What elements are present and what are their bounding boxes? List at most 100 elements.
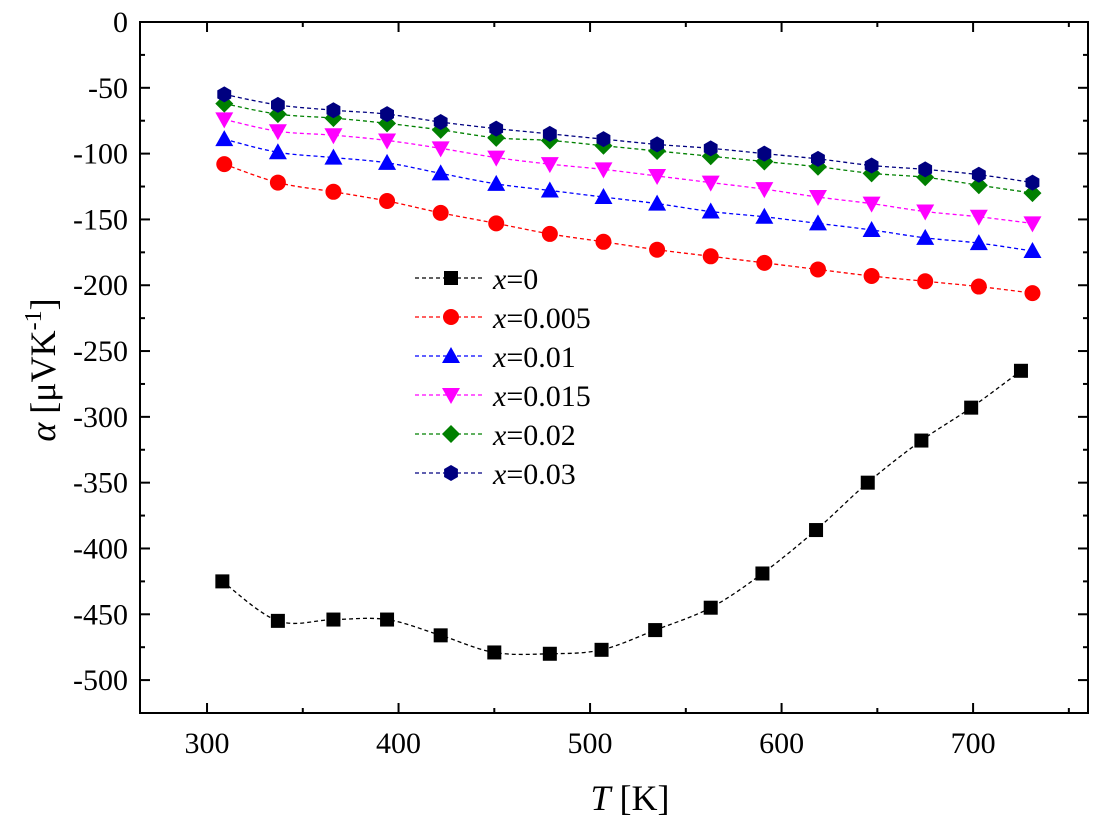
legend-label: x=0.01 bbox=[492, 341, 576, 374]
data-point bbox=[380, 106, 394, 123]
y-axis-unit-close: ] bbox=[23, 298, 63, 310]
legend-label: x=0 bbox=[492, 263, 538, 296]
y-tick-label: -450 bbox=[73, 598, 128, 631]
legend-label-var: x bbox=[492, 341, 507, 374]
legend-label: x=0.02 bbox=[492, 419, 576, 452]
y-tick-label: -350 bbox=[73, 467, 128, 500]
data-point bbox=[703, 140, 718, 157]
x-tick-label: 400 bbox=[376, 727, 421, 760]
data-point bbox=[1023, 184, 1042, 203]
series-line bbox=[224, 118, 1033, 225]
legend-label-val: =0.03 bbox=[506, 458, 575, 491]
data-point bbox=[756, 254, 773, 271]
data-point bbox=[431, 164, 450, 181]
legend-label-var: x bbox=[492, 263, 507, 296]
data-point bbox=[808, 190, 827, 207]
data-point bbox=[268, 124, 287, 141]
data-point bbox=[217, 86, 232, 103]
series-line bbox=[224, 102, 1033, 194]
data-point bbox=[757, 145, 772, 162]
data-point bbox=[916, 204, 935, 221]
x-tick-label: 700 bbox=[951, 727, 996, 760]
data-point bbox=[917, 273, 934, 290]
legend-item: x=0.03 bbox=[415, 458, 576, 491]
data-point bbox=[595, 233, 612, 250]
data-point bbox=[809, 523, 824, 538]
legend-label-var: x bbox=[492, 419, 507, 452]
data-point bbox=[649, 241, 666, 258]
y-tick-label: -150 bbox=[73, 203, 128, 236]
legend-marker bbox=[444, 271, 458, 285]
data-point bbox=[914, 433, 929, 448]
x-axis-symbol: T bbox=[590, 778, 613, 818]
data-point bbox=[969, 176, 988, 195]
data-point bbox=[1025, 174, 1040, 191]
data-point bbox=[215, 574, 230, 589]
x-tick-label: 300 bbox=[185, 727, 230, 760]
series-line bbox=[221, 370, 1022, 656]
series-x=0.005 bbox=[216, 156, 1041, 302]
data-point bbox=[650, 136, 664, 153]
data-point bbox=[489, 120, 504, 137]
legend-marker bbox=[442, 388, 460, 404]
y-tick-label: 0 bbox=[113, 6, 128, 39]
series-x=0.03 bbox=[217, 86, 1040, 191]
y-axis-title: α [μVK-1] bbox=[21, 298, 63, 441]
data-point bbox=[648, 168, 667, 185]
data-point bbox=[862, 196, 881, 213]
series-line bbox=[224, 93, 1033, 184]
data-point bbox=[1024, 285, 1041, 302]
data-point bbox=[971, 166, 986, 183]
legend-marker bbox=[444, 465, 458, 481]
data-point bbox=[808, 214, 827, 231]
data-point bbox=[487, 150, 506, 167]
data-point bbox=[542, 125, 557, 142]
data-point bbox=[271, 96, 285, 113]
data-point bbox=[378, 153, 397, 170]
data-point bbox=[1023, 242, 1042, 259]
legend-label-val: =0.005 bbox=[506, 302, 590, 335]
y-tick-label: -500 bbox=[73, 664, 128, 697]
legend-item: x=0.01 bbox=[415, 341, 576, 374]
data-point bbox=[433, 114, 448, 130]
legend-item: x=0 bbox=[415, 263, 538, 296]
data-point bbox=[540, 157, 559, 174]
data-point bbox=[918, 161, 933, 178]
y-axis-unit: [μVK bbox=[23, 330, 63, 422]
data-point bbox=[863, 268, 880, 285]
series-x=0.01 bbox=[215, 130, 1042, 259]
y-tick-label: -250 bbox=[73, 335, 128, 368]
data-point bbox=[970, 278, 987, 295]
y-tick-label: -100 bbox=[73, 138, 128, 171]
legend-label-val: =0.015 bbox=[506, 380, 590, 413]
legend-label: x=0.03 bbox=[492, 458, 576, 491]
data-point bbox=[431, 141, 450, 158]
x-axis-unit: [K] bbox=[611, 778, 670, 818]
data-point bbox=[703, 600, 718, 615]
data-point bbox=[540, 181, 559, 198]
data-point bbox=[326, 102, 341, 119]
data-point bbox=[964, 400, 979, 415]
data-point bbox=[862, 220, 881, 237]
data-point bbox=[702, 248, 719, 265]
data-point bbox=[701, 202, 720, 219]
data-point bbox=[324, 128, 343, 145]
legend-item: x=0.015 bbox=[415, 380, 591, 413]
data-point bbox=[379, 193, 396, 210]
data-point bbox=[215, 130, 234, 147]
x-tick-label: 500 bbox=[568, 727, 613, 760]
legend-label: x=0.015 bbox=[492, 380, 591, 413]
data-point bbox=[596, 131, 611, 148]
data-point bbox=[701, 175, 720, 192]
data-point bbox=[594, 188, 613, 205]
legend-label: x=0.005 bbox=[492, 302, 591, 335]
data-point bbox=[969, 234, 988, 251]
data-point bbox=[325, 183, 342, 200]
data-point bbox=[326, 612, 341, 627]
data-point bbox=[216, 156, 233, 173]
legend-marker bbox=[442, 425, 460, 443]
data-point bbox=[755, 566, 770, 581]
legend-label-var: x bbox=[492, 302, 507, 335]
legend-label-var: x bbox=[492, 458, 507, 491]
